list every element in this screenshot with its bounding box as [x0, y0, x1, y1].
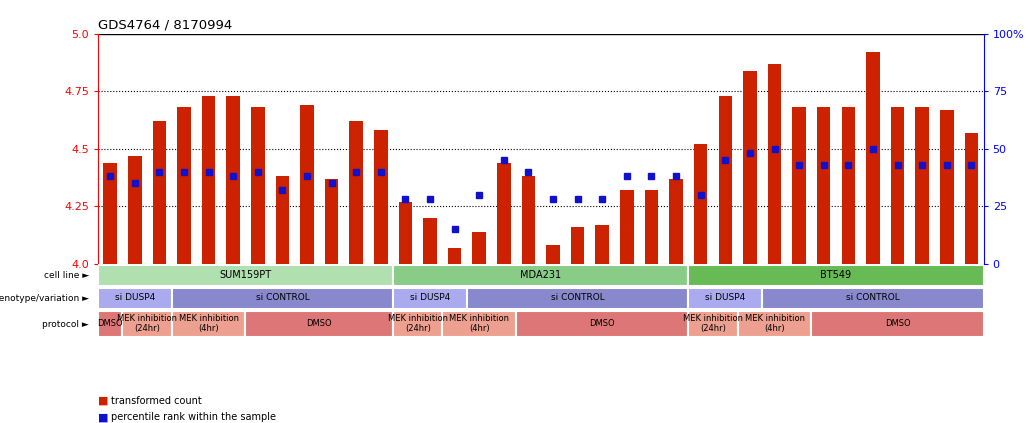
Bar: [719, 96, 732, 264]
Bar: [123, 311, 172, 337]
Bar: [374, 130, 387, 264]
Text: protocol ►: protocol ►: [42, 319, 89, 329]
Bar: [202, 96, 215, 264]
Text: MEK inhibition
(24hr): MEK inhibition (24hr): [683, 314, 743, 333]
Bar: [152, 121, 166, 264]
Bar: [694, 144, 708, 264]
Text: si CONTROL: si CONTROL: [846, 293, 900, 302]
Bar: [227, 96, 240, 264]
Bar: [916, 107, 929, 264]
Bar: [964, 133, 978, 264]
Bar: [177, 107, 191, 264]
Bar: [393, 265, 688, 286]
Bar: [251, 107, 265, 264]
Bar: [521, 176, 536, 264]
Bar: [670, 179, 683, 264]
Bar: [645, 190, 658, 264]
Text: si DUSP4: si DUSP4: [410, 293, 450, 302]
Text: MEK inhibition
(4hr): MEK inhibition (4hr): [449, 314, 509, 333]
Bar: [940, 110, 954, 264]
Bar: [98, 288, 172, 308]
Text: MEK inhibition
(24hr): MEK inhibition (24hr): [117, 314, 177, 333]
Text: DMSO: DMSO: [589, 319, 615, 328]
Text: transformed count: transformed count: [111, 396, 202, 406]
Bar: [423, 218, 437, 264]
Bar: [737, 311, 812, 337]
Text: DMSO: DMSO: [98, 319, 123, 328]
Bar: [128, 156, 141, 264]
Bar: [817, 107, 830, 264]
Text: si DUSP4: si DUSP4: [706, 293, 746, 302]
Text: GDS4764 / 8170994: GDS4764 / 8170994: [98, 18, 232, 31]
Bar: [245, 311, 393, 337]
Text: DMSO: DMSO: [307, 319, 332, 328]
Bar: [393, 288, 467, 308]
Bar: [891, 107, 904, 264]
Bar: [448, 247, 461, 264]
Text: genotype/variation ►: genotype/variation ►: [0, 294, 89, 303]
Bar: [399, 202, 412, 264]
Bar: [98, 265, 393, 286]
Text: percentile rank within the sample: percentile rank within the sample: [111, 412, 276, 422]
Bar: [812, 311, 984, 337]
Bar: [762, 288, 984, 308]
Text: BT549: BT549: [821, 270, 852, 280]
Text: si CONTROL: si CONTROL: [255, 293, 309, 302]
Bar: [103, 162, 117, 264]
Bar: [866, 52, 880, 264]
Bar: [467, 288, 688, 308]
Text: ■: ■: [98, 396, 108, 406]
Text: si DUSP4: si DUSP4: [114, 293, 154, 302]
Bar: [442, 311, 516, 337]
Text: si CONTROL: si CONTROL: [551, 293, 605, 302]
Bar: [767, 64, 782, 264]
Text: MEK inhibition
(4hr): MEK inhibition (4hr): [178, 314, 239, 333]
Text: MEK inhibition
(24hr): MEK inhibition (24hr): [387, 314, 448, 333]
Bar: [620, 190, 633, 264]
Bar: [172, 311, 245, 337]
Bar: [349, 121, 363, 264]
Text: MDA231: MDA231: [520, 270, 561, 280]
Bar: [98, 311, 123, 337]
Text: MEK inhibition
(4hr): MEK inhibition (4hr): [745, 314, 804, 333]
Text: cell line ►: cell line ►: [44, 271, 89, 280]
Bar: [571, 227, 584, 264]
Bar: [516, 311, 688, 337]
Bar: [324, 179, 339, 264]
Text: DMSO: DMSO: [885, 319, 911, 328]
Bar: [595, 225, 609, 264]
Bar: [688, 311, 737, 337]
Bar: [172, 288, 393, 308]
Bar: [393, 311, 442, 337]
Bar: [276, 176, 289, 264]
Bar: [842, 107, 855, 264]
Bar: [688, 265, 984, 286]
Bar: [546, 245, 560, 264]
Bar: [688, 288, 762, 308]
Bar: [792, 107, 805, 264]
Text: SUM159PT: SUM159PT: [219, 270, 272, 280]
Bar: [300, 105, 314, 264]
Bar: [743, 71, 757, 264]
Bar: [473, 231, 486, 264]
Bar: [497, 162, 511, 264]
Text: ■: ■: [98, 412, 108, 422]
